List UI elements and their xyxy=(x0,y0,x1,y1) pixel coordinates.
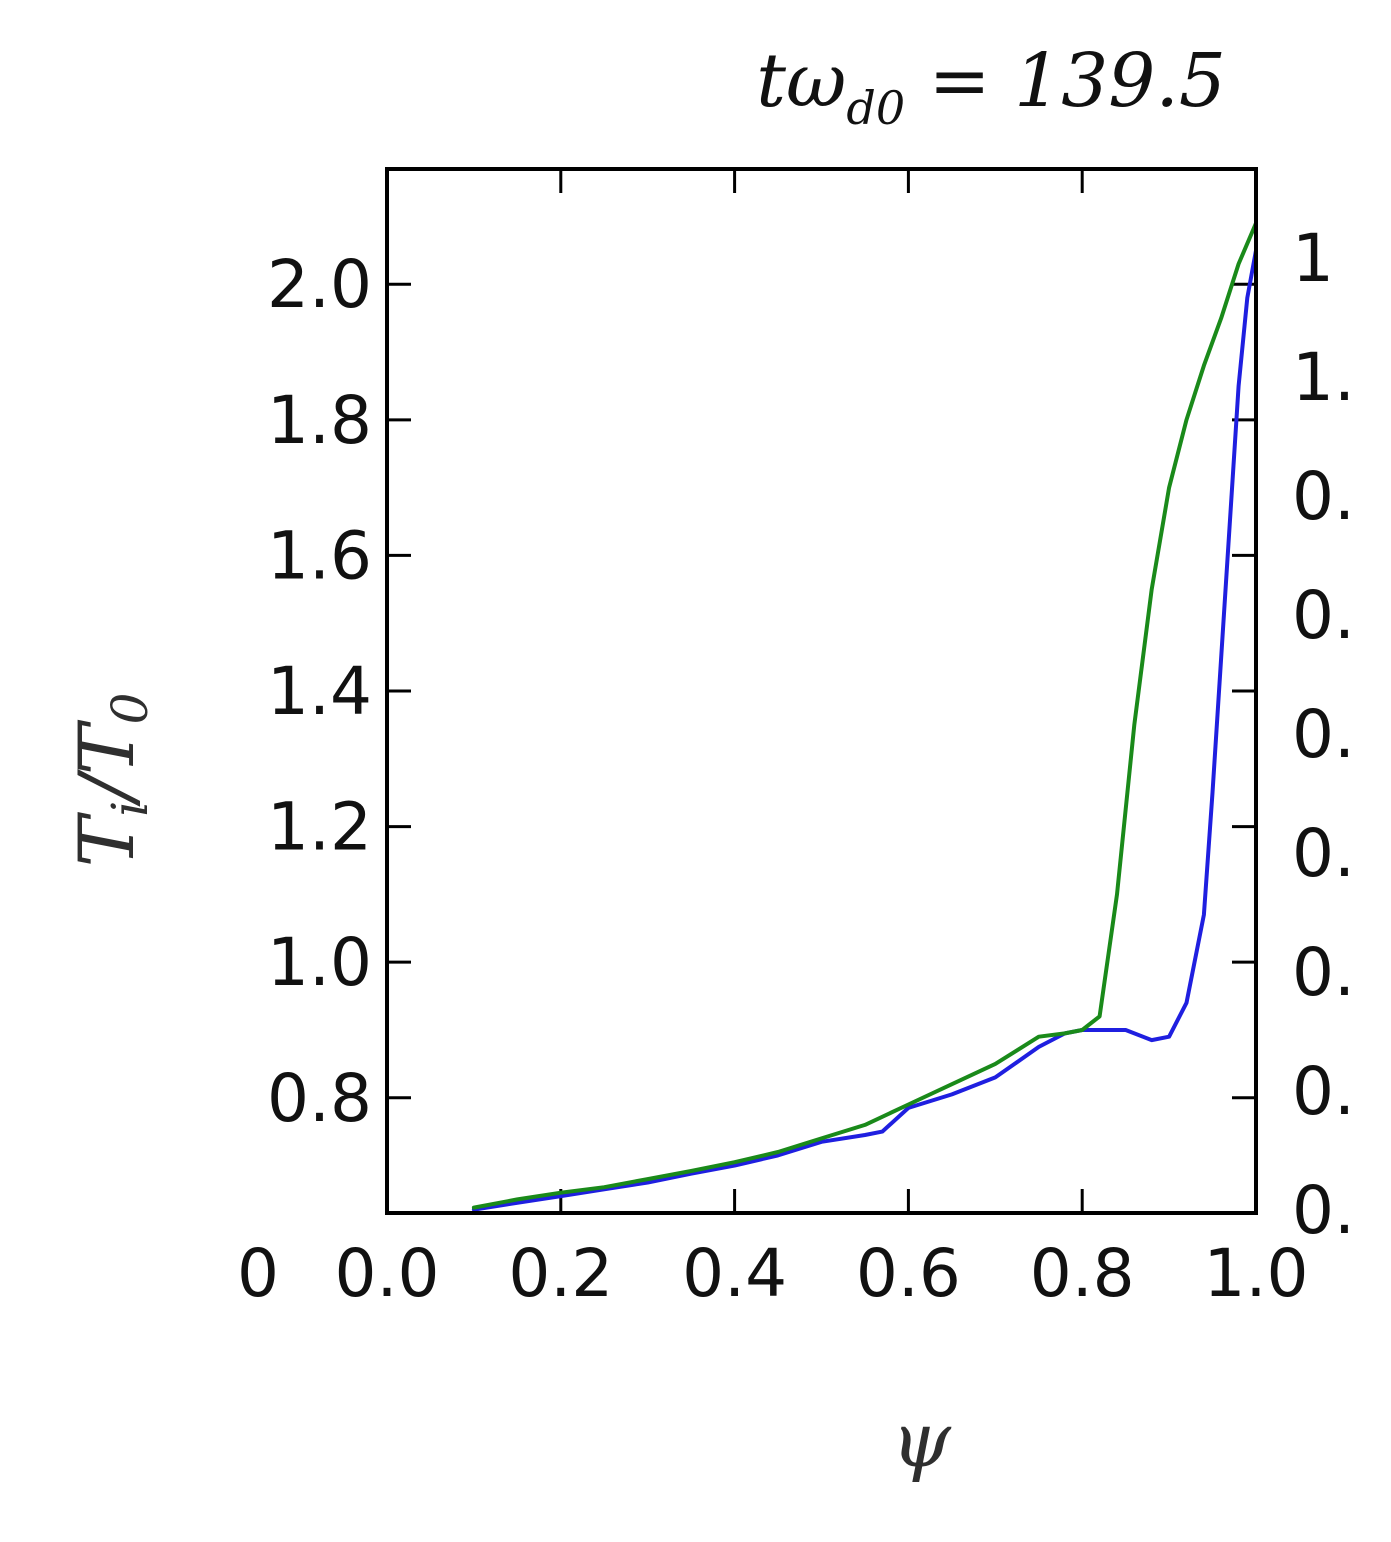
series-line-1 xyxy=(471,248,1256,1212)
right-axis-label: 0. xyxy=(1292,458,1355,535)
x-tick-label: 0.4 xyxy=(682,1235,787,1312)
chart-title: tωd0 = 139.5 xyxy=(756,38,1226,135)
x-axis-label: ψ xyxy=(891,1395,952,1484)
y-tick-label: 1.4 xyxy=(267,653,372,730)
x-tick-label: 0.0 xyxy=(335,1235,440,1312)
right-axis-label: 1 xyxy=(1292,220,1334,297)
plot-frame xyxy=(385,167,1258,1215)
y-tick-label: 1.6 xyxy=(267,517,372,594)
y-axis-label: Ti/T0 xyxy=(62,693,159,868)
x-extra-tick-label: 0 xyxy=(237,1235,279,1312)
x-tick-label: 0.2 xyxy=(508,1235,613,1312)
right-axis-label: 0. xyxy=(1292,815,1355,892)
x-tick-label: 0.8 xyxy=(1030,1235,1135,1312)
right-axis-label: 0. xyxy=(1292,1053,1355,1130)
y-tick-label: 0.8 xyxy=(267,1060,372,1137)
right-axis-label: 1. xyxy=(1292,339,1355,416)
x-tick-label: 1.0 xyxy=(1204,1235,1309,1312)
y-tick-label: 1.2 xyxy=(267,789,372,866)
series-line-2 xyxy=(471,221,1256,1210)
right-axis-label: 0. xyxy=(1292,1172,1355,1249)
y-tick-label: 1.0 xyxy=(267,924,372,1001)
x-tick-label: 0.6 xyxy=(856,1235,961,1312)
y-tick-label: 1.8 xyxy=(267,382,372,459)
right-axis-label: 0. xyxy=(1292,577,1355,654)
y-tick-label: 2.0 xyxy=(267,246,372,323)
right-axis-label: 0. xyxy=(1292,934,1355,1011)
right-axis-label: 0. xyxy=(1292,696,1355,773)
